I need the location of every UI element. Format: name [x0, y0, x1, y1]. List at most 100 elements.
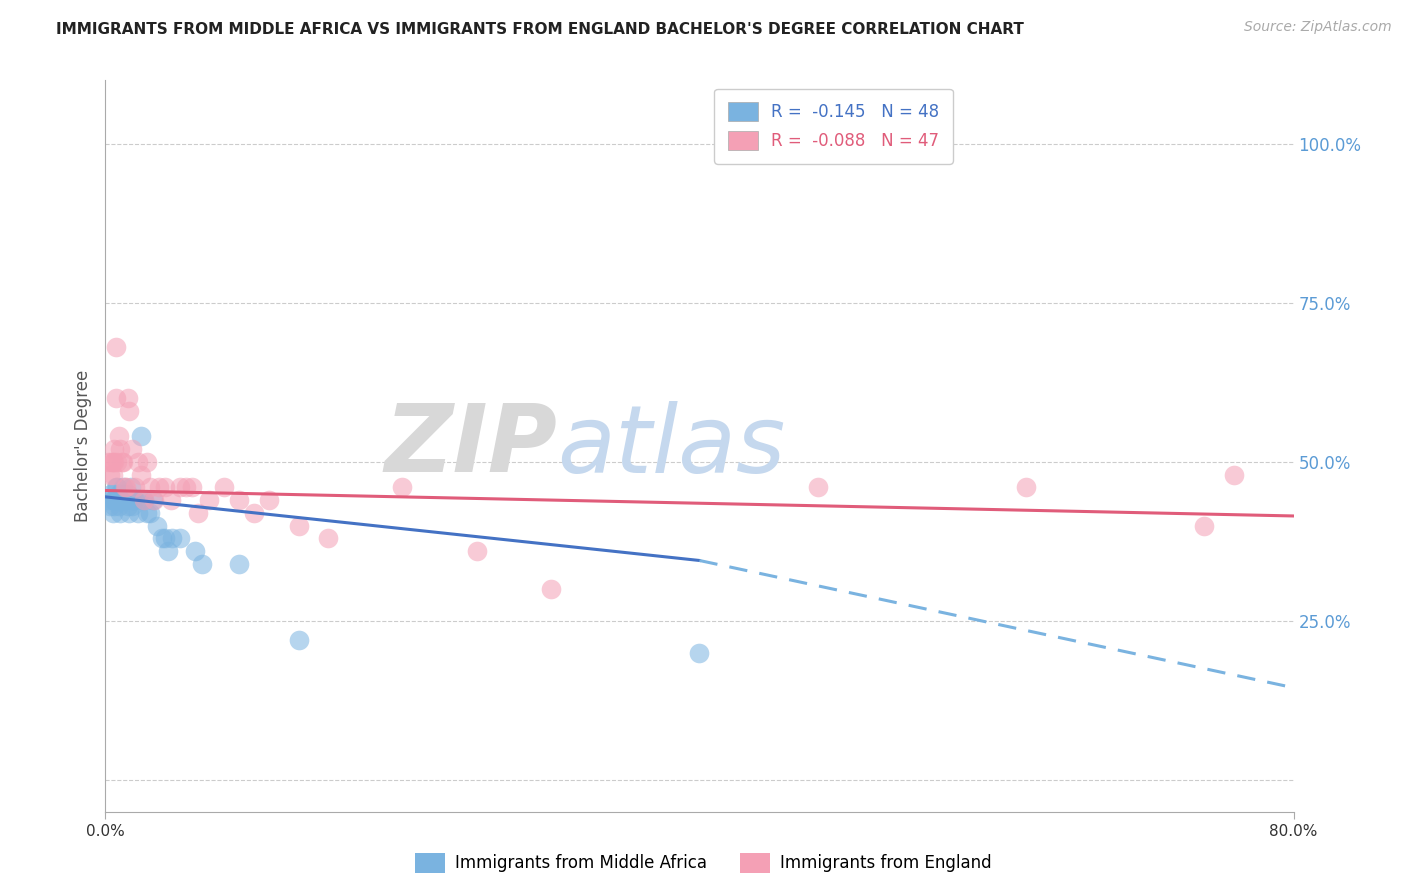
Point: [110, 442, 132, 457]
Point: [129, 467, 152, 482]
Point: [162, 531, 184, 545]
Point: [465, 544, 488, 558]
Point: [111, 455, 134, 469]
Point: [124, 480, 146, 494]
Point: [127, 506, 149, 520]
Point: [108, 486, 131, 500]
Text: atlas: atlas: [557, 401, 785, 491]
Point: [101, 455, 124, 469]
Point: [100, 486, 122, 500]
Point: [186, 506, 208, 520]
Point: [114, 486, 136, 500]
Point: [136, 455, 159, 469]
Point: [127, 455, 149, 469]
Point: [117, 392, 139, 406]
Point: [103, 442, 125, 457]
Point: [100, 455, 122, 469]
Text: ZIP: ZIP: [384, 400, 557, 492]
Point: [689, 646, 711, 660]
Point: [142, 493, 165, 508]
Point: [105, 493, 128, 508]
Point: [118, 506, 141, 520]
Point: [103, 455, 125, 469]
Point: [104, 392, 127, 406]
Point: [105, 455, 128, 469]
Point: [114, 480, 136, 494]
Point: [103, 500, 125, 514]
Point: [110, 506, 132, 520]
Point: [122, 493, 145, 508]
Point: [117, 500, 139, 514]
Point: [131, 493, 153, 508]
Point: [143, 493, 166, 508]
Point: [243, 506, 266, 520]
Text: Source: ZipAtlas.com: Source: ZipAtlas.com: [1244, 20, 1392, 34]
Point: [97, 493, 120, 508]
Point: [150, 531, 173, 545]
Point: [174, 480, 197, 494]
Point: [101, 506, 124, 520]
Point: [180, 480, 202, 494]
Point: [169, 531, 191, 545]
Point: [121, 500, 143, 514]
Point: [287, 518, 309, 533]
Point: [112, 480, 135, 494]
Point: [129, 429, 152, 443]
Point: [112, 493, 135, 508]
Point: [98, 467, 121, 482]
Point: [110, 493, 132, 508]
Point: [111, 486, 134, 500]
Point: [257, 493, 280, 508]
Point: [214, 480, 236, 494]
Point: [287, 632, 309, 647]
Point: [114, 493, 136, 508]
Point: [108, 500, 131, 514]
Point: [183, 544, 205, 558]
Point: [807, 480, 830, 494]
Point: [104, 480, 127, 494]
Text: IMMIGRANTS FROM MIDDLE AFRICA VS IMMIGRANTS FROM ENGLAND BACHELOR'S DEGREE CORRE: IMMIGRANTS FROM MIDDLE AFRICA VS IMMIGRA…: [56, 22, 1024, 37]
Point: [118, 493, 141, 508]
Point: [1223, 467, 1246, 482]
Point: [169, 480, 191, 494]
Point: [146, 518, 169, 533]
Point: [118, 404, 141, 418]
Point: [1015, 480, 1038, 494]
Point: [115, 493, 138, 508]
Y-axis label: Bachelor's Degree: Bachelor's Degree: [73, 370, 91, 522]
Point: [191, 557, 214, 571]
Point: [108, 429, 131, 443]
Point: [104, 493, 127, 508]
Point: [540, 582, 562, 596]
Point: [153, 480, 176, 494]
Point: [104, 340, 127, 354]
Point: [139, 480, 162, 494]
Point: [1194, 518, 1216, 533]
Point: [112, 455, 135, 469]
Point: [101, 467, 124, 482]
Point: [121, 442, 143, 457]
Point: [105, 480, 128, 494]
Point: [124, 493, 146, 508]
Legend: R =  -0.145   N = 48, R =  -0.088   N = 47: R = -0.145 N = 48, R = -0.088 N = 47: [714, 88, 952, 164]
Point: [132, 493, 155, 508]
Point: [132, 493, 155, 508]
Point: [97, 455, 120, 469]
Point: [136, 506, 159, 520]
Legend: Immigrants from Middle Africa, Immigrants from England: Immigrants from Middle Africa, Immigrant…: [408, 847, 998, 880]
Point: [103, 493, 125, 508]
Point: [228, 493, 250, 508]
Point: [153, 531, 176, 545]
Point: [101, 493, 124, 508]
Point: [115, 480, 138, 494]
Point: [159, 493, 181, 508]
Point: [121, 493, 143, 508]
Point: [228, 557, 250, 571]
Point: [98, 500, 121, 514]
Point: [391, 480, 413, 494]
Point: [316, 531, 339, 545]
Point: [198, 493, 221, 508]
Point: [148, 480, 170, 494]
Point: [139, 506, 162, 520]
Point: [156, 544, 179, 558]
